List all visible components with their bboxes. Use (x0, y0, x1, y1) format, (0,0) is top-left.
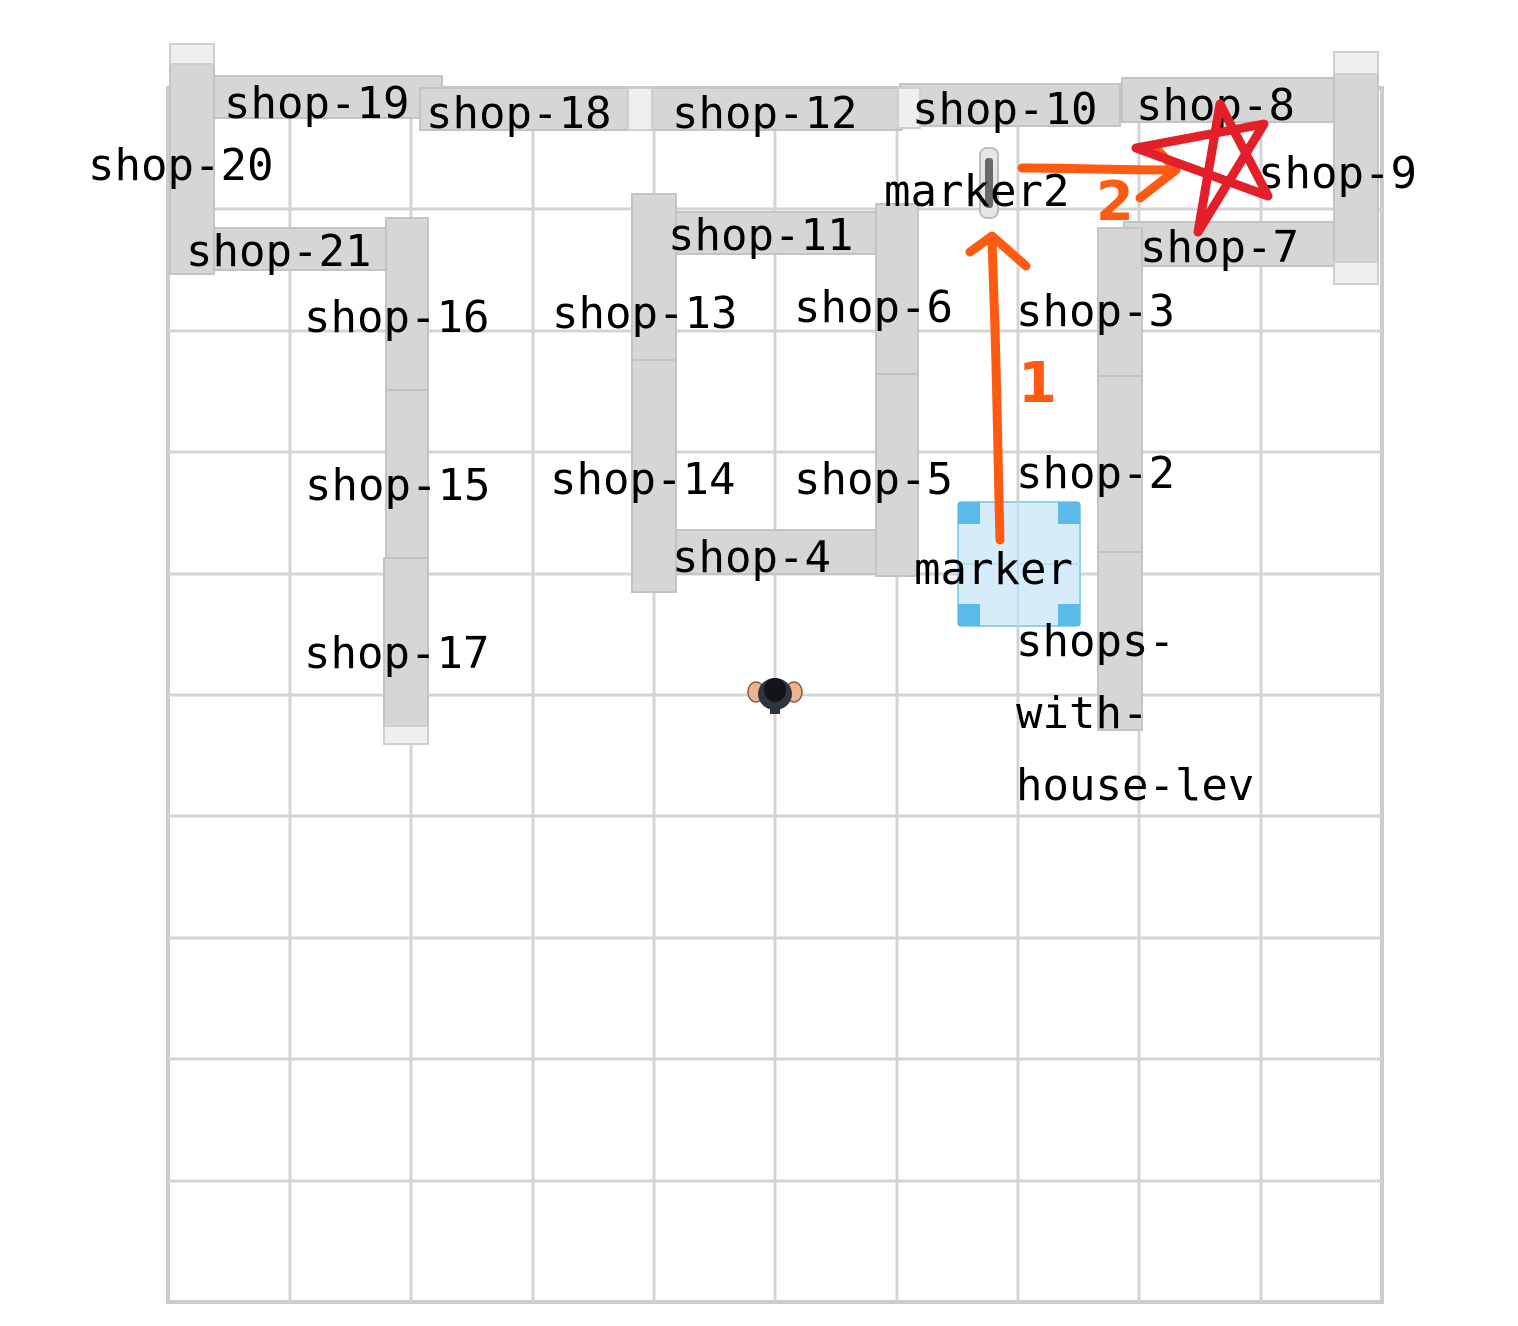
label-shop-11: shop-11 (668, 210, 853, 261)
label-shop-6: shop-6 (794, 282, 953, 333)
shelf-shop-12 (651, 87, 903, 131)
shelf-cap (627, 87, 653, 131)
label-shop-16: shop-16 (304, 292, 489, 343)
shelf-shop-18 (419, 87, 631, 131)
shelf-shop-7 (1123, 221, 1359, 267)
shelf-cap (1333, 51, 1379, 75)
label-shop-18: shop-18 (426, 88, 611, 139)
label-shop-13: shop-13 (552, 288, 737, 339)
label-shop-19: shop-19 (224, 78, 409, 129)
route-arrowhead-1 (965, 231, 1031, 271)
label-shop-10: shop-10 (912, 84, 1097, 135)
shelf-cap (383, 725, 429, 745)
label-shops-with-house-lev-3: house-lev (1016, 760, 1254, 811)
label-shop-15: shop-15 (305, 460, 490, 511)
shelf-shop-8 (1121, 77, 1355, 123)
label-shop-12: shop-12 (672, 88, 857, 139)
shelf-cap (897, 87, 921, 129)
shelves (169, 43, 1379, 745)
marker-area[interactable] (957, 501, 1081, 627)
route-arrow-1 (987, 235, 1005, 545)
route-step-1: 1 (1018, 351, 1057, 416)
label-shop-3: shop-3 (1016, 286, 1175, 337)
shelf-shop-5 (875, 373, 919, 577)
label-shop-4: shop-4 (672, 532, 831, 583)
shelf-shop-9 (1333, 53, 1379, 285)
label-marker2: marker2 (884, 166, 1069, 217)
label-shop-9: shop-9 (1258, 148, 1417, 199)
label-marker: marker (914, 544, 1073, 595)
shelf-shop-14 (631, 359, 677, 593)
shelf-shop-10 (899, 83, 1121, 127)
shop-labels: shop-19 shop-18 shop-12 shop-10 shop-8 s… (88, 78, 1417, 811)
marker2-pole[interactable] (979, 147, 999, 219)
label-shop-14: shop-14 (550, 454, 735, 505)
shelf-cap (169, 43, 215, 65)
shelf-shop-15 (385, 389, 429, 559)
shelf-shop-6 (875, 203, 919, 377)
shelf-cap (1333, 261, 1379, 285)
label-shops-with-house-lev-2: with- (1016, 688, 1148, 739)
label-shop-21: shop-21 (186, 226, 371, 277)
label-shop-2: shop-2 (1016, 448, 1175, 499)
shelf-shop-17 (383, 557, 429, 745)
shelf-shop-2 (1097, 375, 1143, 559)
route-step-2: 2 (1096, 170, 1134, 233)
shelf-shop-11 (659, 211, 891, 255)
shelf-shop-20 (169, 45, 215, 275)
route-arrow-2 (1017, 163, 1175, 175)
label-shop-17: shop-17 (304, 628, 489, 679)
label-shops-with-house-lev-1: shops- (1016, 616, 1175, 667)
person-icon[interactable] (747, 678, 803, 714)
route-annotation (965, 99, 1273, 545)
route-step-numbers: 1 2 (1018, 170, 1134, 416)
star-icon (1131, 99, 1273, 237)
label-shop-20: shop-20 (88, 140, 273, 191)
label-shop-5: shop-5 (794, 454, 953, 505)
shelf-shops-with-house-lev (1097, 551, 1143, 731)
shelf-shop-3 (1097, 227, 1143, 381)
label-shop-7: shop-7 (1140, 222, 1299, 273)
